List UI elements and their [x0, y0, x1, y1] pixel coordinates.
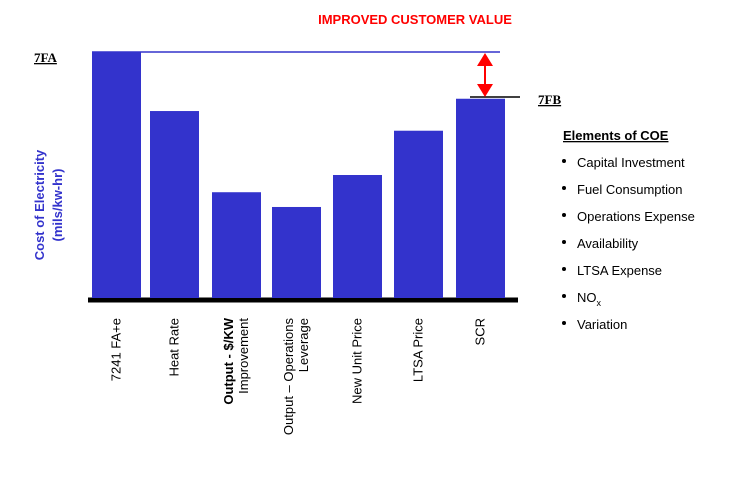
element-item: Capital Investment	[577, 155, 685, 170]
bar	[272, 206, 321, 298]
bar	[394, 130, 443, 298]
elements-title: Elements of COE	[563, 128, 669, 143]
x-tick-label: Output – Operations	[281, 318, 296, 436]
bar	[333, 175, 382, 298]
x-tick-label: 7241 FA+e	[109, 318, 124, 381]
x-tick-label: SCR	[473, 318, 488, 345]
annotation-7fb: 7FB	[538, 92, 561, 107]
x-tick-label: New Unit Price	[350, 318, 365, 404]
element-item: Variation	[577, 317, 627, 332]
x-tick-label: LTSA Price	[411, 318, 426, 382]
bullet	[562, 159, 566, 163]
x-tick-label: Leverage	[296, 318, 311, 372]
x-tick-label: Improvement	[236, 318, 251, 394]
bullet	[562, 213, 566, 217]
bar	[92, 52, 141, 298]
x-tick-label: Output - $/KW	[221, 317, 236, 404]
bullet	[562, 294, 566, 298]
y-axis-label: Cost of Electricity	[32, 149, 47, 260]
chart-title: IMPROVED CUSTOMER VALUE	[318, 12, 512, 27]
bullet	[562, 321, 566, 325]
bar	[150, 111, 199, 298]
element-item: LTSA Expense	[577, 263, 662, 278]
annotation-7fa: 7FA	[34, 50, 57, 65]
bullet	[562, 267, 566, 271]
element-item: Availability	[577, 236, 639, 251]
bullet	[562, 240, 566, 244]
element-item-subscript: x	[597, 298, 602, 308]
element-item: NOx	[577, 290, 602, 308]
y-axis-units: (mils/kw-hr)	[50, 169, 65, 242]
bullet	[562, 186, 566, 190]
bar	[456, 98, 505, 299]
element-item: Operations Expense	[577, 209, 695, 224]
x-tick-label: Heat Rate	[167, 318, 182, 377]
double-arrow	[477, 53, 493, 97]
element-item: Fuel Consumption	[577, 182, 683, 197]
bar	[212, 192, 261, 298]
element-item-text: NO	[577, 290, 597, 305]
